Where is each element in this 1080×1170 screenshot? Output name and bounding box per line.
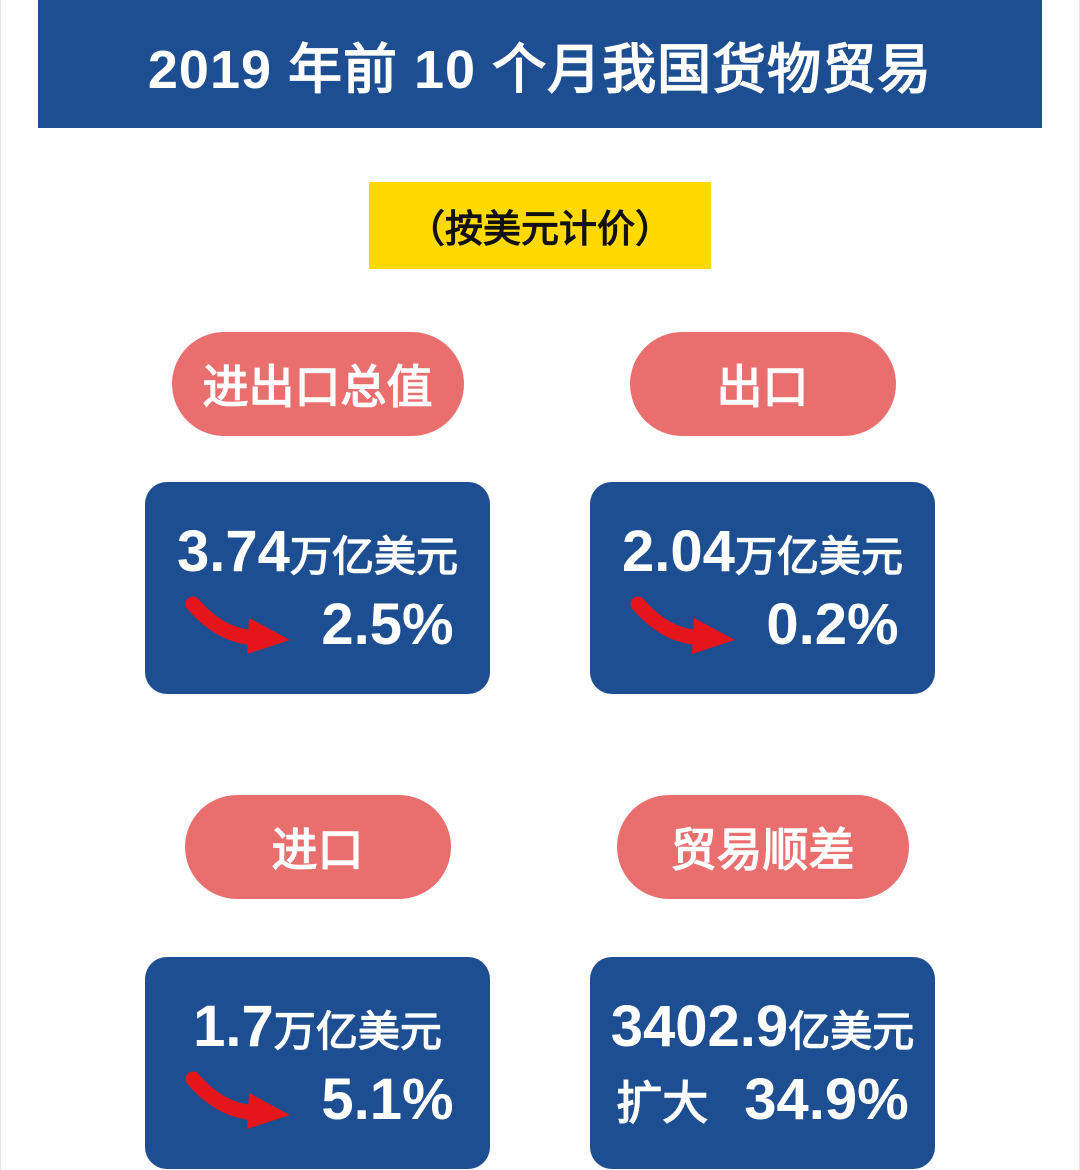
change-percent: 2.5%	[321, 592, 454, 657]
value-number: 1.7	[193, 994, 274, 1059]
change-line: 2.5%	[181, 591, 454, 658]
category-label: 进口	[271, 824, 364, 876]
change-line: 扩大 34.9%	[616, 1066, 908, 1133]
category-label: 贸易顺差	[670, 824, 855, 876]
value-number: 2.04	[622, 519, 735, 584]
change-line: 5.1%	[181, 1066, 454, 1133]
value-box: 3402.9 亿美元 扩大 34.9%	[590, 957, 935, 1169]
category-pill: 进口	[184, 795, 451, 899]
value-line: 2.04 万亿美元	[622, 518, 903, 585]
down-arrow-icon	[185, 1071, 291, 1129]
card-total-trade: 进出口总值 3.74 万亿美元 2.5%	[145, 332, 490, 694]
value-unit: 万亿美元	[734, 533, 903, 580]
change-line: 0.2%	[626, 591, 899, 658]
value-line: 1.7 万亿美元	[193, 993, 442, 1060]
category-pill: 出口	[629, 332, 896, 436]
value-box: 2.04 万亿美元 0.2%	[590, 482, 935, 694]
value-unit: 万亿美元	[273, 1008, 442, 1055]
title-banner: 2019 年前 10 个月我国货物贸易	[38, 0, 1042, 128]
value-line: 3402.9 亿美元	[611, 993, 914, 1060]
change-percent: 0.2%	[766, 592, 899, 657]
down-arrow-icon	[185, 596, 291, 654]
down-arrow-icon	[630, 596, 736, 654]
value-number: 3402.9	[610, 994, 789, 1059]
value-unit: 亿美元	[788, 1008, 915, 1055]
value-line: 3.74 万亿美元	[177, 518, 458, 585]
category-label: 进出口总值	[202, 361, 433, 413]
category-pill: 贸易顺差	[616, 795, 909, 899]
value-unit: 万亿美元	[289, 533, 458, 580]
change-percent: 5.1%	[321, 1067, 454, 1132]
page-title: 2019 年前 10 个月我国货物贸易	[147, 39, 933, 100]
card-trade-surplus: 贸易顺差 3402.9 亿美元 扩大 34.9%	[590, 795, 935, 1169]
value-number: 3.74	[177, 519, 290, 584]
card-exports: 出口 2.04 万亿美元 0.2%	[590, 332, 935, 694]
category-label: 出口	[716, 361, 809, 413]
value-box: 1.7 万亿美元 5.1%	[145, 957, 490, 1169]
change-prefix: 扩大	[616, 1076, 709, 1129]
value-box: 3.74 万亿美元 2.5%	[145, 482, 490, 694]
change-percent: 34.9%	[744, 1067, 909, 1132]
subtitle-badge: （按美元计价）	[368, 182, 712, 269]
card-imports: 进口 1.7 万亿美元 5.1%	[145, 795, 490, 1169]
category-pill: 进出口总值	[171, 332, 464, 436]
